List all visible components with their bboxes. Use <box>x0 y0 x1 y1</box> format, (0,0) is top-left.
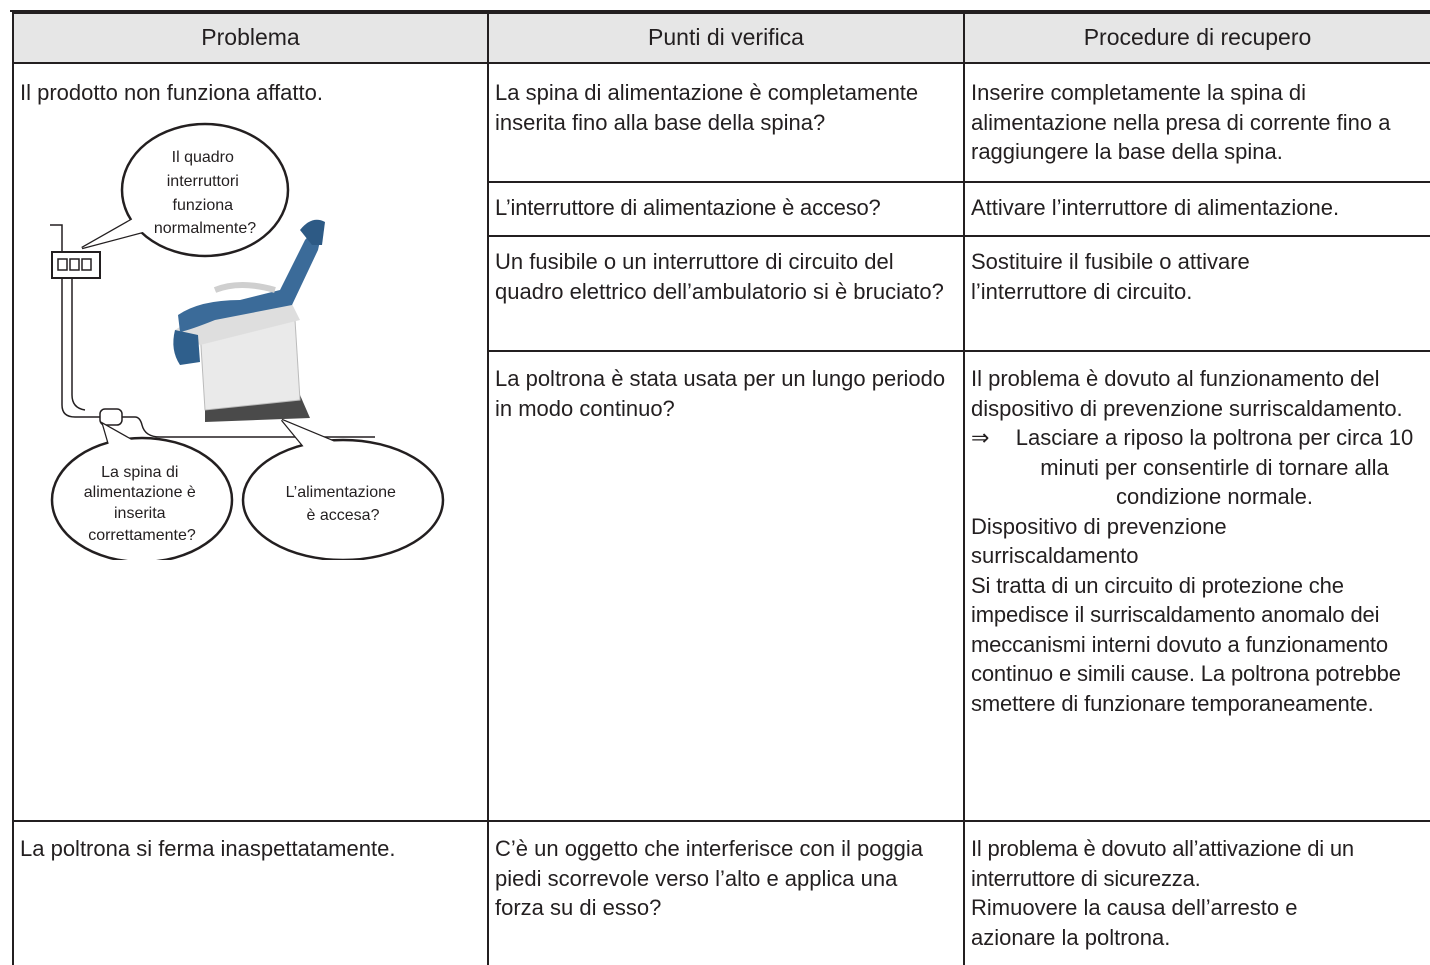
callout-line: funziona <box>173 197 234 214</box>
note-symbol: ⇒ <box>971 425 990 450</box>
remedy-text: Sostituire il fusibile o attivare l’inte… <box>971 249 1250 304</box>
check-text: La spina di alimentazione è completament… <box>495 80 919 135</box>
remedy-cell: Il problema è dovuto al funzionamento de… <box>963 350 1430 820</box>
problem-text: Il prodotto non funziona affatto. <box>20 80 323 105</box>
remedy-action: Rimuovere la causa dell’arresto e aziona… <box>971 895 1298 950</box>
remedy-heading: Dispositivo di prevenzione surriscaldame… <box>971 513 1227 569</box>
remedy-cell: Il problema è dovuto all’attivazione di … <box>963 820 1430 965</box>
remedy-text: Inserire completamente la spina di alime… <box>971 80 1391 164</box>
check-cell: Un fusibile o un interruttore di circuit… <box>487 235 963 350</box>
remedy-cell: Sostituire il fusibile o attivare l’inte… <box>963 235 1430 350</box>
callout-line: interruttori <box>167 173 239 190</box>
remedy-text: Il problema è dovuto all’attivazione di … <box>971 836 1354 891</box>
header-cell: Problema <box>12 12 487 62</box>
check-cell: C’è un oggetto che interferisce con il p… <box>487 820 963 965</box>
table-top-border <box>10 10 1430 12</box>
callout-text: Il quadro interruttori funziona normalme… <box>154 149 256 237</box>
remedy-cell: Attivare l’interruttore di alimentazione… <box>963 181 1430 235</box>
remedy-cell: Inserire completamente la spina di alime… <box>963 62 1430 181</box>
header-cell: Procedure di recupero <box>963 12 1430 62</box>
check-cell: La poltrona è stata usata per un lungo p… <box>487 350 963 820</box>
check-text: La poltrona è stata usata per un lungo p… <box>495 366 946 421</box>
callout-line: è accesa? <box>307 507 380 524</box>
remedy-text: Attivare l’interruttore di alimentazione… <box>971 195 1340 220</box>
callout-line: alimentazione è <box>84 484 196 501</box>
check-cell: La spina di alimentazione è completament… <box>487 62 963 181</box>
callout-text: L’alimentazione è accesa? <box>286 484 401 524</box>
callout-line: correttamente? <box>88 527 196 544</box>
check-text: Un fusibile o un interruttore di circuit… <box>495 249 944 304</box>
remedy-body: Si tratta di un circuito di protezione c… <box>971 572 1401 716</box>
remedy-text: Il problema è dovuto al funzionamento de… <box>971 366 1403 421</box>
note-text: Lasciare a riposo la poltrona per circa … <box>1015 425 1414 509</box>
check-cell: L’interruttore di alimentazione è acceso… <box>487 181 963 235</box>
callout-line: Il quadro <box>172 149 234 166</box>
callout-text: La spina di alimentazione è inserita cor… <box>84 464 201 544</box>
callout-line: L’alimentazione <box>286 484 396 501</box>
callout-line: inserita <box>114 505 166 522</box>
remedy-note: ⇒ Lasciare a riposo la poltrona per circ… <box>971 423 1430 512</box>
check-text: C’è un oggetto che interferisce con il p… <box>495 836 924 920</box>
illustration: Il quadro interruttori funziona normalme… <box>50 122 445 560</box>
check-text: L’interruttore di alimentazione è acceso… <box>495 195 881 220</box>
callout-line: normalmente? <box>154 220 256 237</box>
header-cell: Punti di verifica <box>487 12 963 62</box>
problem-cell: Il prodotto non funziona affatto. <box>12 62 487 820</box>
callout-line: La spina di <box>101 464 178 481</box>
problem-text: La poltrona si ferma inaspettatamente. <box>20 836 396 861</box>
problem-cell: La poltrona si ferma inaspettatamente. <box>12 820 487 965</box>
